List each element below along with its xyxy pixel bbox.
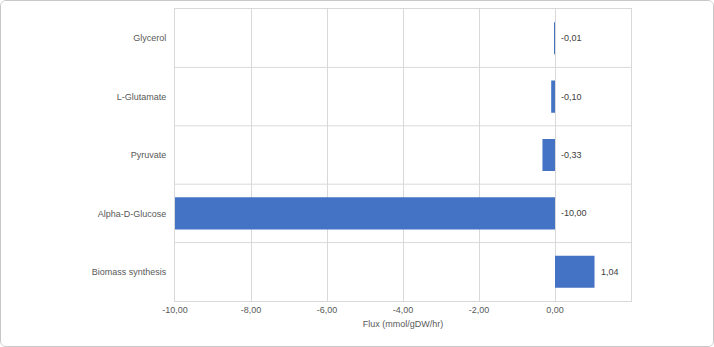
svg-text:-0,01: -0,01 (561, 33, 582, 43)
svg-text:-8,00: -8,00 (241, 305, 262, 315)
svg-text:Pyruvate: Pyruvate (131, 150, 167, 160)
svg-text:0,00: 0,00 (546, 305, 564, 315)
svg-text:-0,10: -0,10 (561, 92, 582, 102)
svg-text:1,04: 1,04 (601, 267, 619, 277)
svg-text:-0,33: -0,33 (561, 150, 582, 160)
svg-text:-10,00: -10,00 (561, 208, 587, 218)
svg-text:-4,00: -4,00 (393, 305, 414, 315)
svg-text:Flux (mmol/gDW/hr): Flux (mmol/gDW/hr) (363, 319, 444, 329)
svg-text:L-Glutamate: L-Glutamate (117, 92, 167, 102)
svg-text:-10,00: -10,00 (162, 305, 188, 315)
svg-text:Alpha-D-Glucose: Alpha-D-Glucose (98, 209, 167, 219)
svg-text:Glycerol: Glycerol (133, 33, 166, 43)
svg-text:-2,00: -2,00 (469, 305, 490, 315)
svg-text:Biomass synthesis: Biomass synthesis (92, 267, 167, 277)
svg-text:-6,00: -6,00 (317, 305, 338, 315)
